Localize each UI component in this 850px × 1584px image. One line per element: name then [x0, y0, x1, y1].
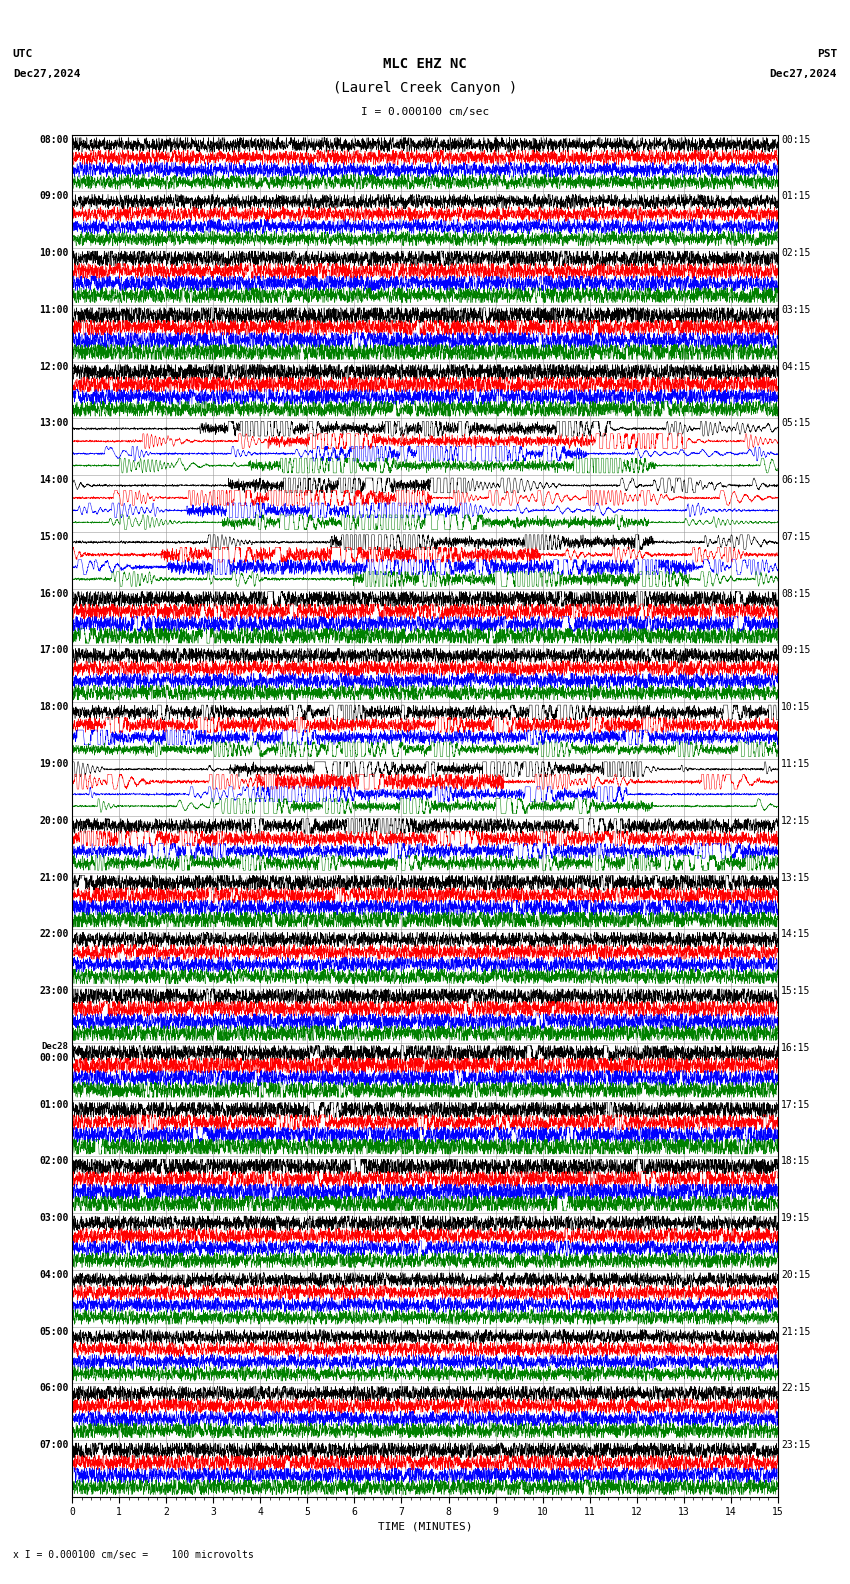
Text: 07:15: 07:15 — [781, 532, 811, 542]
Text: 13:00: 13:00 — [39, 418, 69, 428]
Text: 15:15: 15:15 — [781, 985, 811, 996]
Text: MLC EHZ NC: MLC EHZ NC — [383, 57, 467, 71]
Text: Dec28: Dec28 — [42, 1042, 69, 1050]
Text: 08:15: 08:15 — [781, 589, 811, 599]
Text: 03:15: 03:15 — [781, 304, 811, 315]
Text: I = 0.000100 cm/sec: I = 0.000100 cm/sec — [361, 108, 489, 117]
Text: 13:15: 13:15 — [781, 873, 811, 882]
Text: 06:15: 06:15 — [781, 475, 811, 485]
Text: 05:15: 05:15 — [781, 418, 811, 428]
Text: 16:15: 16:15 — [781, 1042, 811, 1053]
Text: 07:00: 07:00 — [39, 1440, 69, 1449]
Text: 09:15: 09:15 — [781, 645, 811, 656]
Text: 12:00: 12:00 — [39, 361, 69, 372]
Text: 06:00: 06:00 — [39, 1383, 69, 1394]
Text: (Laurel Creek Canyon ): (Laurel Creek Canyon ) — [333, 81, 517, 95]
Text: 01:15: 01:15 — [781, 192, 811, 201]
Text: 01:00: 01:00 — [39, 1099, 69, 1109]
Text: 12:15: 12:15 — [781, 816, 811, 825]
Text: PST: PST — [817, 49, 837, 59]
Text: 19:00: 19:00 — [39, 759, 69, 768]
Text: 15:00: 15:00 — [39, 532, 69, 542]
Text: 04:15: 04:15 — [781, 361, 811, 372]
Text: 23:15: 23:15 — [781, 1440, 811, 1449]
Text: 10:00: 10:00 — [39, 249, 69, 258]
Text: 18:15: 18:15 — [781, 1156, 811, 1166]
Text: 05:00: 05:00 — [39, 1326, 69, 1337]
Text: 04:00: 04:00 — [39, 1270, 69, 1280]
Text: 21:15: 21:15 — [781, 1326, 811, 1337]
Text: 22:00: 22:00 — [39, 930, 69, 939]
Text: 03:00: 03:00 — [39, 1213, 69, 1223]
X-axis label: TIME (MINUTES): TIME (MINUTES) — [377, 1522, 473, 1532]
Text: 08:00: 08:00 — [39, 135, 69, 144]
Text: 19:15: 19:15 — [781, 1213, 811, 1223]
Text: 20:15: 20:15 — [781, 1270, 811, 1280]
Text: 23:00: 23:00 — [39, 985, 69, 996]
Text: x I = 0.000100 cm/sec =    100 microvolts: x I = 0.000100 cm/sec = 100 microvolts — [13, 1551, 253, 1560]
Text: UTC: UTC — [13, 49, 33, 59]
Text: 20:00: 20:00 — [39, 816, 69, 825]
Text: 11:15: 11:15 — [781, 759, 811, 768]
Text: 10:15: 10:15 — [781, 702, 811, 713]
Text: 17:00: 17:00 — [39, 645, 69, 656]
Text: Dec27,2024: Dec27,2024 — [770, 70, 837, 79]
Text: 11:00: 11:00 — [39, 304, 69, 315]
Text: 14:15: 14:15 — [781, 930, 811, 939]
Text: 17:15: 17:15 — [781, 1099, 811, 1109]
Text: 02:00: 02:00 — [39, 1156, 69, 1166]
Text: 18:00: 18:00 — [39, 702, 69, 713]
Text: 02:15: 02:15 — [781, 249, 811, 258]
Text: 14:00: 14:00 — [39, 475, 69, 485]
Text: 21:00: 21:00 — [39, 873, 69, 882]
Text: 00:15: 00:15 — [781, 135, 811, 144]
Text: 00:00: 00:00 — [39, 1053, 69, 1063]
Text: Dec27,2024: Dec27,2024 — [13, 70, 80, 79]
Text: 22:15: 22:15 — [781, 1383, 811, 1394]
Text: 09:00: 09:00 — [39, 192, 69, 201]
Text: 16:00: 16:00 — [39, 589, 69, 599]
